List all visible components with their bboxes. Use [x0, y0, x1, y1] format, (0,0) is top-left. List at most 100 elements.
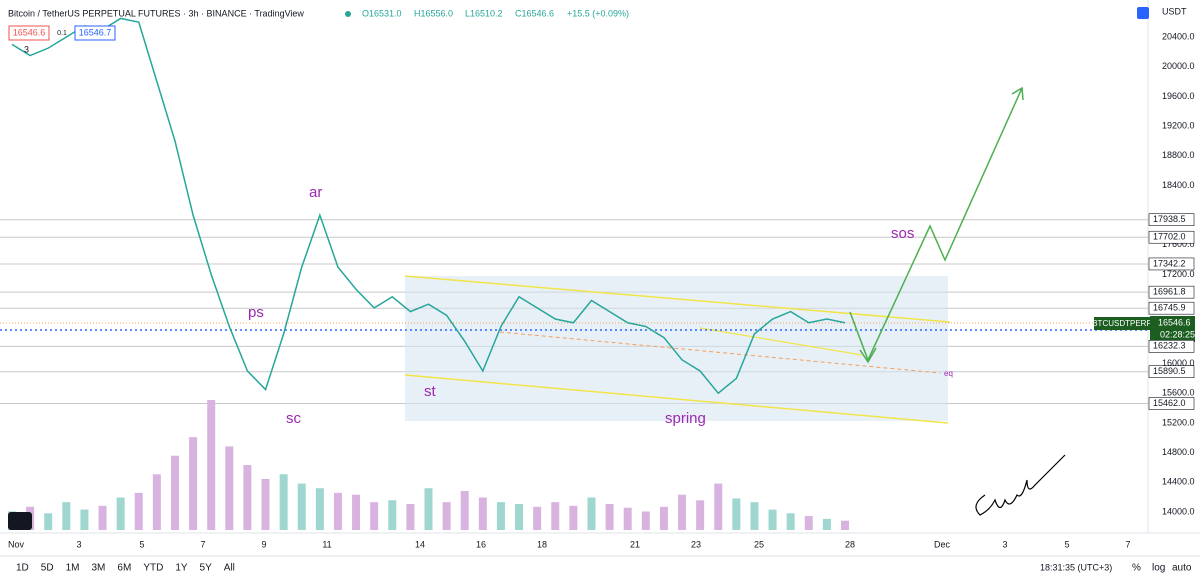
annotation-eq: eq: [944, 369, 953, 378]
countdown: 02:28:25: [1160, 329, 1195, 339]
scale-option[interactable]: auto: [1172, 563, 1192, 574]
volume-bar: [406, 504, 415, 530]
level-label-bg: [1148, 340, 1195, 353]
ohlc-open: O16531.0: [362, 8, 402, 18]
volume-bar: [841, 520, 849, 530]
time-axis-label: 3: [1002, 539, 1007, 549]
volume-bar: [678, 494, 687, 530]
volume-bar: [822, 518, 831, 530]
settings-icon[interactable]: [1137, 7, 1149, 19]
range-button[interactable]: 5D: [41, 563, 54, 574]
level-label-bg: [1148, 230, 1195, 244]
arrowhead: [859, 347, 877, 364]
level-label-bg: [1148, 301, 1195, 315]
sell-button[interactable]: [8, 25, 50, 41]
level-label: 16745.9: [1153, 303, 1186, 313]
volume-bar: [551, 502, 560, 530]
sell-price[interactable]: 16546.6: [13, 27, 46, 37]
last-price-bg: [1150, 316, 1195, 342]
time-axis-label: 23: [691, 539, 701, 549]
volume-bar: [641, 511, 650, 530]
price-axis-label: 18400.0: [1162, 180, 1195, 190]
level-label-bg: [1148, 365, 1195, 378]
volume-bar: [496, 502, 505, 530]
volume-bar: [98, 505, 107, 530]
volume-bar: [243, 465, 252, 530]
volume-bar: [696, 500, 705, 530]
volume-bar: [623, 507, 632, 530]
buy-button[interactable]: [74, 25, 116, 41]
volume-bar: [44, 513, 53, 530]
volume-bar: [261, 478, 270, 530]
price-axis-label: 15600.0: [1162, 388, 1195, 398]
volume-bar: [170, 455, 179, 530]
buy-price[interactable]: 16546.7: [79, 27, 112, 37]
time-axis-label: Dec: [934, 539, 951, 549]
projection-arrow: [849, 87, 1023, 362]
volume-bar: [768, 509, 777, 530]
time-axis-label: 28: [845, 539, 855, 549]
time-axis-label: 25: [754, 539, 764, 549]
level-label: 16961.8: [1153, 287, 1186, 297]
price-axis-label: 14000.0: [1162, 506, 1195, 516]
status-dot: [345, 11, 351, 17]
ohlc-low: L16510.2: [465, 8, 503, 18]
volume-bar: [659, 506, 668, 530]
price-axis-label: 14800.0: [1162, 447, 1195, 457]
ohlc-close: C16546.6: [515, 8, 554, 18]
range-button[interactable]: YTD: [143, 563, 163, 574]
annotation-ps: ps: [248, 304, 264, 321]
range-button[interactable]: 1D: [16, 563, 29, 574]
price-axis-label: 20000.0: [1162, 61, 1195, 71]
scale-option[interactable]: log: [1152, 563, 1165, 574]
volume-bar: [605, 504, 614, 530]
annotation-spring: spring: [665, 410, 706, 427]
range-button[interactable]: 6M: [117, 563, 131, 574]
volume-bar: [714, 483, 723, 530]
volume-bar: [315, 488, 324, 530]
volume-bar: [478, 497, 487, 530]
level-label-bg: [1148, 257, 1195, 271]
time-axis-label: 3: [76, 539, 81, 549]
range-button[interactable]: 5Y: [200, 563, 213, 574]
volume-bar: [80, 509, 89, 530]
spread: 0.1: [57, 30, 67, 37]
price-axis-label: 17200.0: [1162, 269, 1195, 279]
indicator-count[interactable]: 3: [24, 44, 29, 54]
time-axis-label: Nov: [8, 539, 25, 549]
ohlc-high: H16556.0: [414, 8, 453, 18]
clock: 18:31:35 (UTC+3): [1040, 562, 1112, 572]
time-axis-label: 7: [200, 539, 205, 549]
level-label: 15890.5: [1153, 366, 1186, 376]
time-axis-label: 14: [415, 539, 425, 549]
volume-bar: [134, 492, 143, 530]
volume-bar: [515, 504, 524, 530]
price-axis-label: 20400.0: [1162, 31, 1195, 41]
arrowhead: [1011, 86, 1024, 101]
volume-bar: [460, 491, 469, 530]
volume-bar: [804, 516, 813, 530]
level-label-bg: [1148, 213, 1195, 226]
price-axis-label: 15200.0: [1162, 417, 1195, 427]
volume-bar: [225, 446, 234, 530]
range-button[interactable]: 1M: [66, 563, 80, 574]
header-title: Bitcoin / TetherUS PERPETUAL FUTURES · 3…: [8, 8, 304, 18]
price-axis-label: 18800.0: [1162, 150, 1195, 160]
channel-bottom: [404, 374, 949, 424]
range-button[interactable]: All: [224, 563, 235, 574]
scale-option[interactable]: %: [1132, 563, 1141, 574]
volume-bar: [189, 437, 198, 530]
price-line: [11, 17, 846, 395]
time-axis-label: 11: [322, 539, 331, 549]
price-axis-label: 19200.0: [1162, 120, 1195, 130]
time-axis-label: 5: [139, 539, 144, 549]
range-button[interactable]: 1Y: [175, 563, 188, 574]
volume-bar: [388, 500, 397, 530]
volume-bar: [569, 505, 578, 530]
currency[interactable]: USDT: [1162, 6, 1187, 16]
time-axis-label: 9: [261, 539, 266, 549]
volume-bar: [116, 497, 125, 530]
tv-logo: [8, 512, 32, 530]
range-button[interactable]: 3M: [92, 563, 106, 574]
